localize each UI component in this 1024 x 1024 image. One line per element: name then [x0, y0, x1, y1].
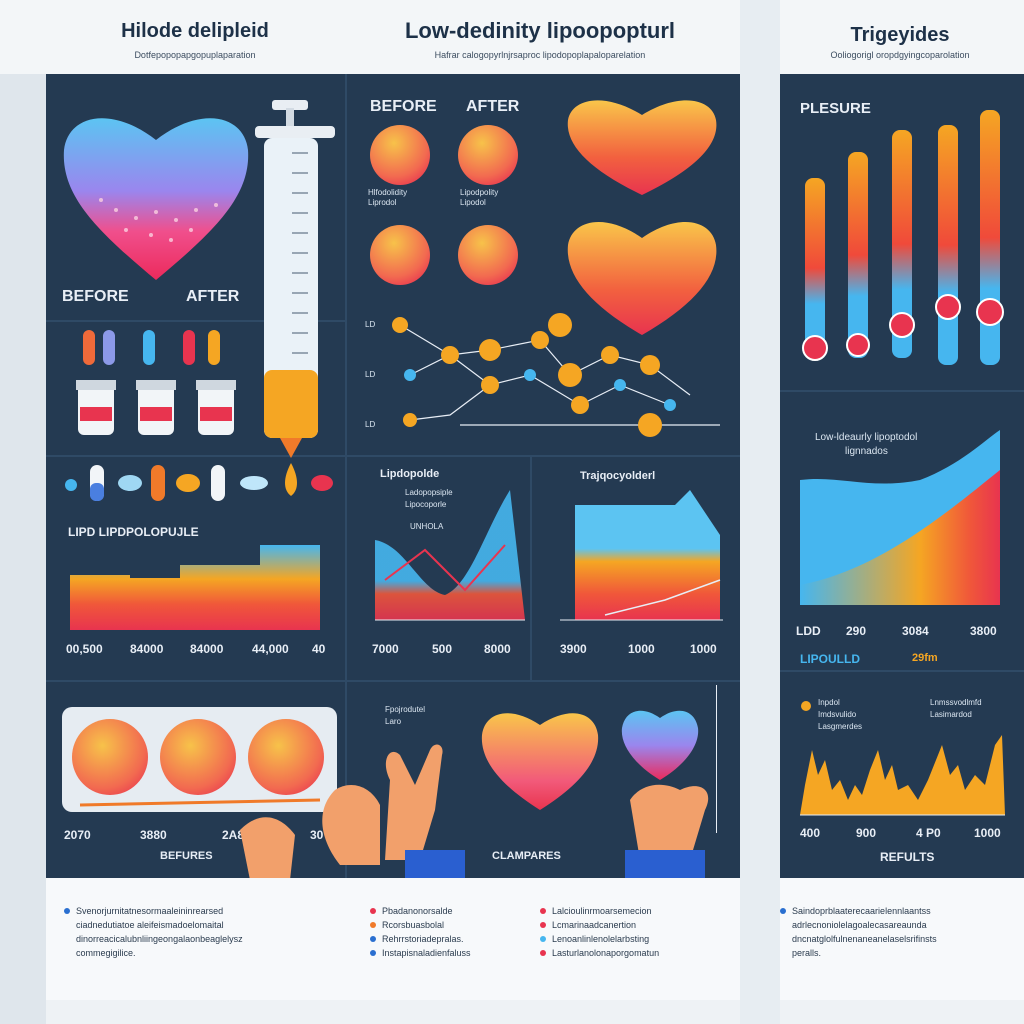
notes-left: Svenorjurnitatnesormaaleininrearsed ciad… [64, 906, 243, 958]
chart-tg-footer-value: 29fm [912, 652, 938, 664]
chart-tg-tick: 3800 [970, 624, 997, 638]
chart-tg-plot [800, 420, 1005, 605]
tg-title: Trigeyides [790, 24, 1010, 47]
ldl-title: Low-dedinity lipoopopturl [350, 18, 730, 44]
hdl-subtitle: Dotfepopopapgopuplaparation [60, 50, 330, 60]
results-tick: 4 P0 [916, 826, 941, 840]
chart-tri-plot [545, 475, 725, 625]
lipid-tick: 84000 [190, 642, 223, 656]
notes-mid: Pbadanonorsalde Rcorsbuasbolal Rehrrstor… [370, 906, 471, 958]
note-item: Rehrrstoriadepralas. [370, 934, 471, 944]
notes-mid-right: Lalcioulinrmoarsemecion Lcmarinaadcanert… [540, 906, 659, 958]
bottom-tick: 3880 [140, 828, 167, 842]
note-item: Lalcioulinrmoarsemecion [540, 906, 659, 916]
col-divider [530, 455, 532, 680]
note-item: dinorreacicalubnliingeongalaonbeaglelysz [76, 934, 243, 944]
row-divider [780, 390, 1024, 392]
results-plot [800, 690, 1005, 820]
chart-ldl-tick: 8000 [484, 642, 511, 656]
note-item: Pbadanonorsalde [370, 906, 471, 916]
ldl-after-label: AFTER [466, 98, 519, 116]
row-divider [46, 680, 740, 682]
tg-subtitle: Ooliogorigl oropdgyingcoparolation [790, 50, 1010, 60]
chart-tg-title: Low-ldeaurly lipoptodol [815, 432, 917, 443]
results-tick: 400 [800, 826, 820, 840]
chart-tg-tick: LDD [796, 624, 821, 638]
lipid-tick: 84000 [130, 642, 163, 656]
pill-collection [56, 325, 346, 505]
note-item: Svenorjurnitatnesormaaleininrearsed [64, 906, 243, 916]
note-item: dncnatglolfulnenaneanelaselsrifinsts [792, 934, 937, 944]
chart-tg-tick: 290 [846, 624, 866, 638]
results-tick: 1000 [974, 826, 1001, 840]
note-item: commegigilice. [76, 948, 243, 958]
note-item: peralls. [792, 948, 937, 958]
chart-tg-footer: LIPOULLD [800, 652, 860, 666]
chart-ldl-tick: 500 [432, 642, 452, 656]
chart-tg-legend: lignnados [845, 446, 888, 457]
lipid-tick: 44,000 [252, 642, 289, 656]
note-item: Instapisnaladienfaluss [370, 948, 471, 958]
ldl-caption-left: Hlfodolidity Liprodol [368, 188, 428, 208]
ldl-caption-right: Lipodpolity Lipodol [460, 188, 520, 208]
hdl-title: Hilode delipleid [60, 20, 330, 43]
ldl-before-label: BEFORE [370, 98, 437, 116]
ldl-network-graphic [350, 295, 730, 445]
lipid-bar-chart [70, 540, 325, 635]
lipid-tick: 40 [312, 642, 325, 656]
hdl-heart-graphic [56, 100, 256, 290]
ldl-node-label: LD [365, 370, 375, 379]
note-item: Lenoanlinlenolelarbsting [540, 934, 659, 944]
pressure-bars [790, 100, 1015, 380]
chart-tg-tick: 3084 [902, 624, 929, 638]
note-item: Lasturlanolonaporgomatun [540, 948, 659, 958]
hdl-before-label: BEFORE [62, 288, 129, 306]
results-tick: 900 [856, 826, 876, 840]
left-margin-strip [0, 74, 46, 1024]
note-item: Lcmarinaadcanertion [540, 920, 659, 930]
ldl-subtitle: Hafrar calogopyrlnjrsaproc lipodopoplapa… [350, 50, 730, 60]
note-item: Rcorsbuasbolal [370, 920, 471, 930]
results-footer: REFULTS [880, 850, 934, 864]
lipid-chart-title: LIPD LIPDPOLOPUJLE [68, 525, 199, 539]
hands-hearts-graphic [240, 690, 740, 880]
chart-tri-tick: 1000 [628, 642, 655, 656]
lipid-tick: 00,500 [66, 642, 103, 656]
ldl-node-label: LD [365, 420, 375, 429]
column-divider [740, 0, 780, 1024]
hdl-after-label: AFTER [186, 288, 239, 306]
note-item: Saindoprblaaterecaarielennlaantss [780, 906, 937, 916]
vertical-indicator-line [716, 685, 717, 833]
row-divider [780, 670, 1024, 672]
note-item: adrlecnoniolelagoalecasareaunda [792, 920, 937, 930]
notes-right: Saindoprblaaterecaarielennlaantss adrlec… [780, 906, 937, 958]
ldl-node-label: LD [365, 320, 375, 329]
bottom-tick: 2070 [64, 828, 91, 842]
chart-ldl-tick: 7000 [372, 642, 399, 656]
bottom-label-left: BEFURES [160, 850, 213, 862]
chart-ldl-plot [375, 470, 525, 635]
chart-tri-tick: 1000 [690, 642, 717, 656]
note-item: ciadnedutiatoe aleifeismadoelomaital [76, 920, 243, 930]
chart-tri-tick: 3900 [560, 642, 587, 656]
